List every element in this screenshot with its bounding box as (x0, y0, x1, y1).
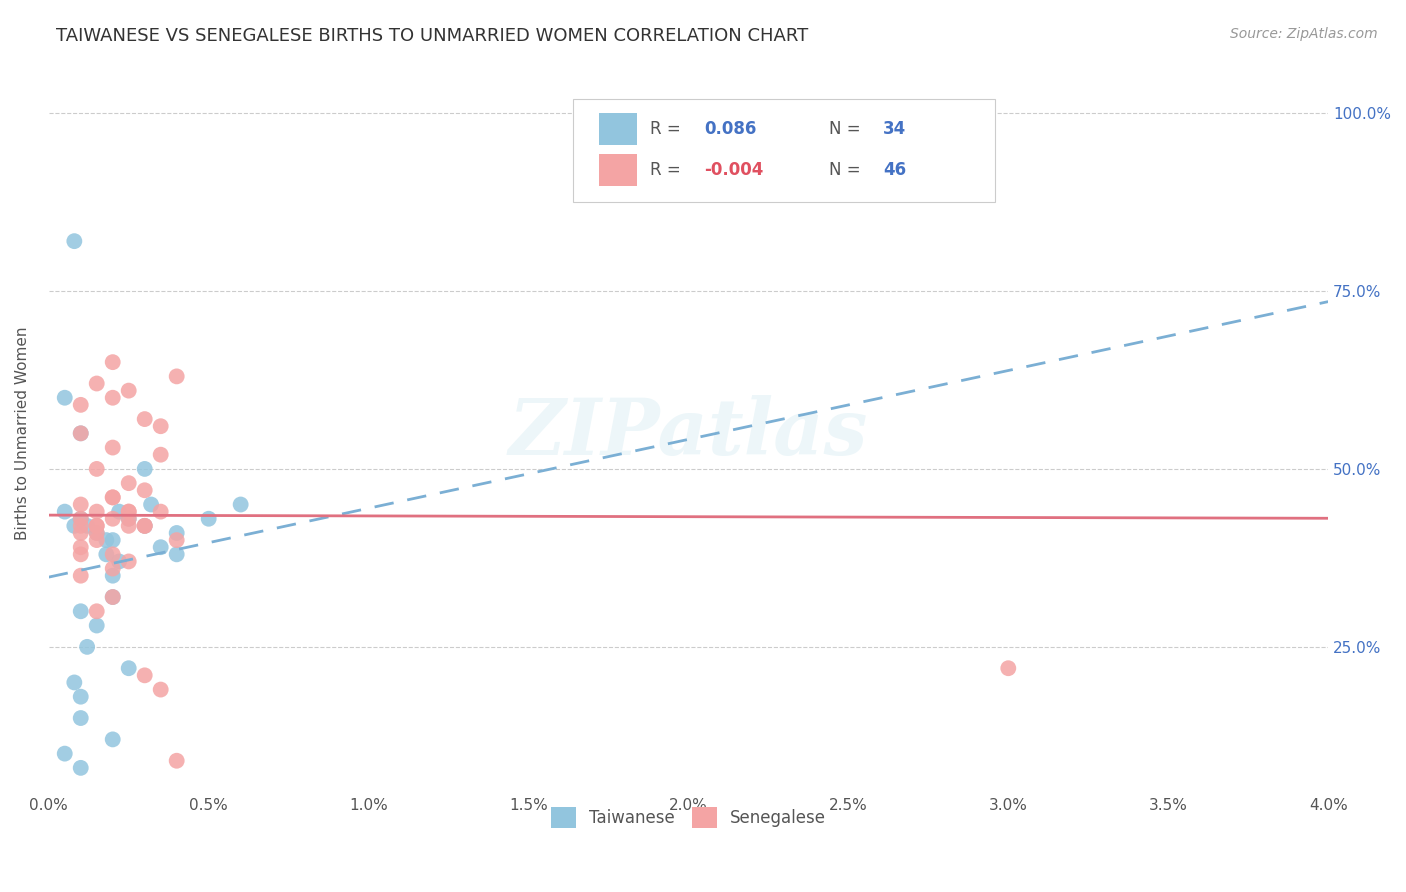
Point (69, 426, 91, 441)
Point (86, 519, 108, 533)
Point (118, 505, 141, 519)
Point (134, 668, 156, 682)
Point (69, 426, 91, 441)
Point (69, 547, 91, 561)
Point (101, 391, 124, 405)
FancyBboxPatch shape (574, 99, 995, 202)
Point (101, 590, 124, 604)
Point (53, 391, 76, 405)
Point (166, 526, 188, 541)
Point (63, 234, 86, 248)
Point (118, 505, 141, 519)
Point (997, 661, 1019, 675)
Point (139, 498, 162, 512)
Point (96, 533, 118, 547)
Point (53, 747, 76, 761)
Point (69, 540, 91, 554)
Point (197, 512, 219, 526)
Point (101, 547, 124, 561)
Point (101, 491, 124, 505)
Point (134, 483, 156, 498)
Point (134, 519, 156, 533)
Point (96, 547, 118, 561)
Point (69, 526, 91, 541)
Point (118, 519, 141, 533)
Legend: Taiwanese, Senegalese: Taiwanese, Senegalese (544, 801, 832, 834)
Point (149, 419, 172, 434)
Point (101, 491, 124, 505)
Point (134, 412, 156, 426)
Text: N =: N = (830, 161, 866, 179)
Text: N =: N = (830, 120, 866, 138)
Point (86, 376, 108, 391)
Point (69, 519, 91, 533)
Point (118, 476, 141, 491)
Point (86, 462, 108, 476)
Point (166, 533, 188, 547)
Y-axis label: Births to Unmarried Women: Births to Unmarried Women (15, 326, 30, 540)
Point (134, 519, 156, 533)
Point (149, 505, 172, 519)
Text: -0.004: -0.004 (704, 161, 763, 179)
FancyBboxPatch shape (599, 154, 637, 186)
Point (69, 761, 91, 775)
Point (118, 384, 141, 398)
Point (166, 547, 188, 561)
Point (69, 498, 91, 512)
FancyBboxPatch shape (599, 113, 637, 145)
Point (63, 519, 86, 533)
Text: R =: R = (650, 161, 686, 179)
Point (86, 604, 108, 618)
Point (86, 533, 108, 547)
Point (69, 398, 91, 412)
Point (86, 526, 108, 541)
Point (229, 498, 252, 512)
Point (63, 675, 86, 690)
Point (86, 526, 108, 541)
Text: ZIPatlas: ZIPatlas (509, 395, 868, 472)
Point (108, 505, 131, 519)
Point (101, 512, 124, 526)
Text: 34: 34 (883, 120, 905, 138)
Text: 0.086: 0.086 (704, 120, 756, 138)
Point (76, 640, 98, 654)
Point (69, 568, 91, 582)
Point (149, 682, 172, 697)
Text: 46: 46 (883, 161, 905, 179)
Point (53, 505, 76, 519)
Point (166, 369, 188, 384)
Point (134, 519, 156, 533)
Point (166, 754, 188, 768)
Point (69, 690, 91, 704)
Point (86, 519, 108, 533)
Point (118, 512, 141, 526)
Text: TAIWANESE VS SENEGALESE BIRTHS TO UNMARRIED WOMEN CORRELATION CHART: TAIWANESE VS SENEGALESE BIRTHS TO UNMARR… (56, 27, 808, 45)
Point (101, 732, 124, 747)
Point (101, 355, 124, 369)
Point (101, 533, 124, 547)
Point (69, 711, 91, 725)
Point (149, 448, 172, 462)
Point (86, 505, 108, 519)
Point (86, 618, 108, 632)
Point (101, 568, 124, 582)
Point (101, 561, 124, 575)
Point (118, 512, 141, 526)
Point (108, 554, 131, 568)
Point (69, 604, 91, 618)
Point (118, 554, 141, 568)
Point (118, 661, 141, 675)
Point (101, 590, 124, 604)
Text: R =: R = (650, 120, 686, 138)
Point (69, 512, 91, 526)
Text: Source: ZipAtlas.com: Source: ZipAtlas.com (1230, 27, 1378, 41)
Point (134, 462, 156, 476)
Point (149, 540, 172, 554)
Point (76, 519, 98, 533)
Point (69, 512, 91, 526)
Point (101, 441, 124, 455)
